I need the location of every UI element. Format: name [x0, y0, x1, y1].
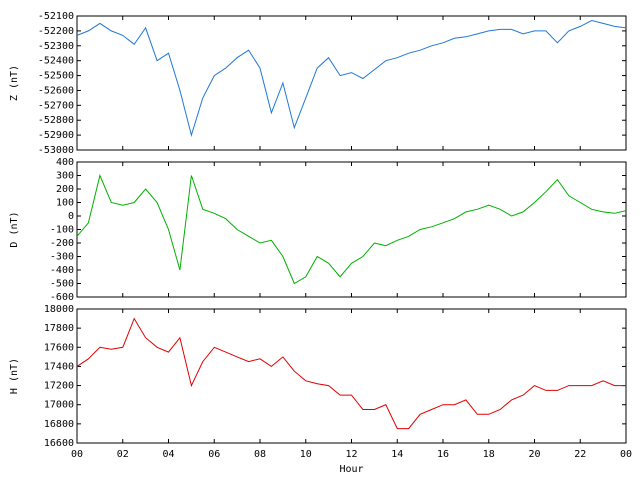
y-tick-label: -52300: [38, 41, 74, 52]
y-tick-label: 18000: [44, 304, 74, 315]
y-tick-label: -200: [50, 238, 74, 249]
y-tick-label: 16800: [44, 419, 74, 430]
y-tick-label: -100: [50, 225, 74, 236]
y-tick-label: -52900: [38, 130, 74, 141]
plot-frame: [76, 15, 627, 151]
y-tick-label: -52400: [38, 56, 74, 67]
plot-frame: [76, 161, 627, 298]
x-tick-label: 02: [117, 449, 129, 460]
y-tick-label: 300: [56, 171, 74, 182]
plot-frame: [76, 308, 627, 444]
y-tick-label: 0: [68, 211, 74, 222]
y-tick-label: -52200: [38, 26, 74, 37]
y-tick-label: 16600: [44, 438, 74, 449]
x-tick-label: 00: [620, 449, 632, 460]
x-tick-label: 16: [437, 449, 449, 460]
y-tick-label: 17400: [44, 361, 74, 372]
y-tick-label: -52700: [38, 100, 74, 111]
x-tick-label: 04: [162, 449, 174, 460]
y-tick-label: -52600: [38, 85, 74, 96]
y-tick-label: 100: [56, 198, 74, 209]
y-tick-label: -52500: [38, 71, 74, 82]
x-tick-label: 20: [528, 449, 540, 460]
data-line: [76, 173, 627, 285]
y-tick-label: -500: [50, 279, 74, 290]
x-tick-label: 08: [254, 449, 266, 460]
y-tick-label: 17200: [44, 381, 74, 392]
y-tick-label: -300: [50, 252, 74, 263]
y-tick-label: 17800: [44, 323, 74, 334]
data-line: [76, 317, 626, 430]
y-axis-label: H (nT): [9, 358, 20, 394]
x-tick-label: 00: [71, 449, 83, 460]
y-axis-label: Z (nT): [9, 65, 20, 101]
x-axis-label: Hour: [339, 464, 363, 475]
y-tick-label: 200: [56, 184, 74, 195]
data-line: [76, 19, 627, 137]
y-tick-label: 17600: [44, 342, 74, 353]
x-tick-label: 18: [483, 449, 495, 460]
y-tick-label: 17000: [44, 400, 74, 411]
y-axis-label: D (nT): [9, 211, 20, 247]
y-tick-label: -400: [50, 265, 74, 276]
y-tick-label: 400: [56, 157, 74, 168]
x-tick-label: 06: [208, 449, 220, 460]
y-tick-label: -53000: [38, 145, 74, 156]
y-tick-label: -52800: [38, 115, 74, 126]
y-tick-label: -600: [50, 292, 74, 303]
x-tick-label: 22: [574, 449, 586, 460]
y-tick-label: -52100: [38, 11, 74, 22]
x-tick-label: 10: [300, 449, 312, 460]
x-tick-label: 14: [391, 449, 403, 460]
x-tick-label: 12: [345, 449, 357, 460]
